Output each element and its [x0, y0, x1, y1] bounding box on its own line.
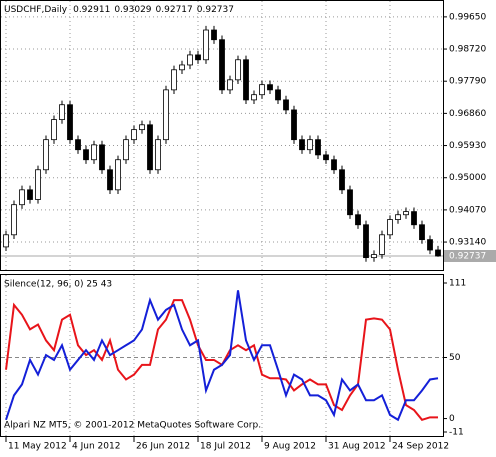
- indicator-title: Silence(12, 96, 0) 25 43: [4, 280, 112, 290]
- x-tick-label: 24 Sep 2012: [392, 442, 449, 452]
- candle-body: [27, 189, 33, 200]
- ohlc-open: 0.92911: [73, 5, 110, 15]
- x-tick-label: 31 Aug 2012: [328, 442, 386, 452]
- candle-body: [83, 149, 89, 161]
- y-tick-label: 0: [449, 414, 455, 424]
- candle-body: [395, 214, 401, 220]
- symbol: USDCHF,Daily: [4, 5, 68, 15]
- candle-body: [99, 144, 105, 171]
- chart-title: USDCHF,Daily 0.92911 0.93029 0.92717 0.92737: [4, 5, 234, 15]
- y-tick-label: 0.98720: [449, 45, 486, 55]
- x-tick-label: 11 May 2012: [8, 442, 67, 452]
- candle-body: [75, 139, 81, 151]
- candle-body: [131, 129, 137, 141]
- candle-body: [35, 169, 41, 200]
- candle-body: [139, 124, 145, 131]
- footer: Alpari NZ MT5, © 2001-2012 MetaQuotes So…: [4, 421, 261, 431]
- candle-body: [371, 254, 377, 259]
- candle-body: [195, 54, 201, 61]
- candle-body: [203, 29, 209, 61]
- candle-body: [363, 224, 369, 259]
- candle-body: [307, 139, 313, 151]
- candle-body: [411, 211, 417, 226]
- candle-body: [347, 189, 353, 216]
- price-label-box: [444, 249, 496, 262]
- candle-body: [243, 59, 249, 101]
- candle-body: [3, 234, 9, 248]
- candle-body: [267, 84, 273, 91]
- x-tick-label: 9 Aug 2012: [264, 442, 316, 452]
- price-label: 0.92737: [449, 251, 486, 261]
- candle-body: [171, 69, 177, 91]
- y-tick-label: 0.93140: [449, 238, 486, 248]
- candle-body: [387, 219, 393, 236]
- candle-body: [355, 214, 361, 226]
- candle-body: [283, 99, 289, 111]
- indicator-line: [5, 290, 439, 422]
- candle-body: [19, 189, 25, 206]
- x-tick-label: 18 Jul 2012: [200, 442, 251, 452]
- x-tick-label: 4 Jun 2012: [72, 442, 120, 452]
- ohlc-close: 0.92737: [197, 5, 234, 15]
- candle-body: [219, 39, 225, 91]
- candle-body: [43, 139, 49, 171]
- candle-body: [427, 239, 433, 251]
- ohlc-high: 0.93029: [114, 5, 151, 15]
- candle-body: [291, 109, 297, 141]
- y-tick-label: 0.95930: [449, 141, 486, 151]
- y-tick-label: 111: [449, 279, 466, 289]
- x-tick-label: 26 Jun 2012: [136, 442, 190, 452]
- candle-body: [179, 64, 185, 71]
- candle-body: [259, 84, 265, 96]
- y-tick-label: 0.99650: [449, 12, 486, 22]
- candle-body: [419, 224, 425, 241]
- candle-body: [315, 139, 321, 156]
- ohlc-low: 0.92717: [156, 5, 193, 15]
- candle-body: [155, 139, 161, 171]
- candle-body: [67, 104, 73, 141]
- candle-body: [107, 169, 113, 191]
- candle-body: [147, 124, 153, 171]
- candle-body: [51, 119, 57, 141]
- candle-body: [331, 159, 337, 171]
- candle-body: [187, 54, 193, 66]
- candle-body: [211, 29, 217, 41]
- y-tick-label: 0.94070: [449, 205, 486, 215]
- candle-body: [403, 211, 409, 216]
- y-tick-label: 0.97790: [449, 77, 486, 87]
- candle-body: [163, 89, 169, 141]
- y-tick-label: -11: [449, 428, 464, 438]
- candle-body: [435, 249, 441, 257]
- candle-body: [339, 169, 345, 191]
- candle-body: [251, 94, 257, 101]
- candle-body: [115, 159, 121, 191]
- indicator-pane: [0, 274, 444, 437]
- candle-body: [299, 139, 305, 151]
- candle-body: [275, 89, 281, 101]
- candle-body: [379, 234, 385, 255]
- candle-body: [11, 204, 17, 236]
- y-tick-label: 0.96860: [449, 109, 486, 119]
- candle-body: [59, 104, 65, 121]
- y-tick-label: 50: [449, 353, 461, 363]
- candle-body: [323, 154, 329, 161]
- candle-body: [227, 79, 233, 91]
- candle-body: [123, 139, 129, 161]
- y-tick-label: 0.95000: [449, 173, 486, 183]
- candle-body: [91, 144, 97, 161]
- candle-body: [235, 59, 241, 81]
